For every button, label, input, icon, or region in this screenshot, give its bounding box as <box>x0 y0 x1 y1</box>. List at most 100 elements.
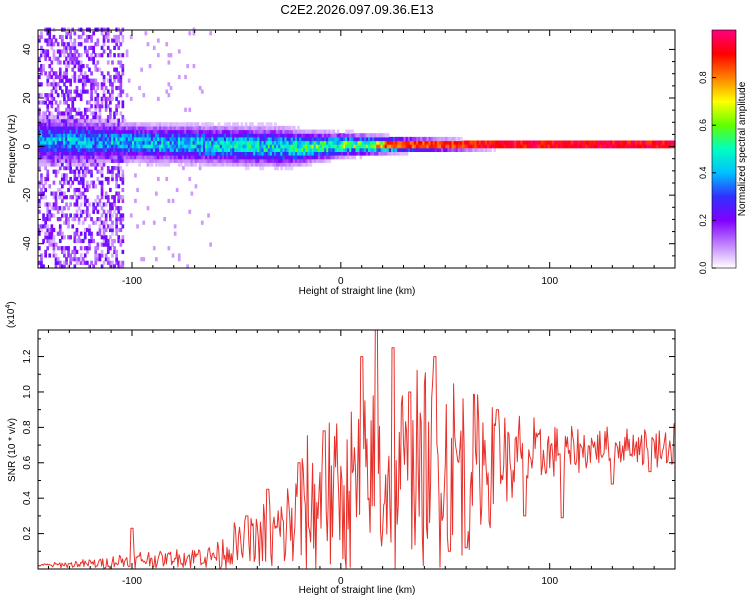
heatmap-cell <box>54 253 58 258</box>
heatmap-cell <box>94 111 98 116</box>
heatmap-cell <box>79 260 83 265</box>
heatmap-cell <box>332 151 336 156</box>
heatmap-cell <box>148 140 152 145</box>
heatmap-cell <box>236 151 240 156</box>
heatmap-cell <box>65 180 68 185</box>
heatmap-cell <box>541 144 544 149</box>
heatmap-cell <box>81 82 85 87</box>
heatmap-cell <box>322 140 325 145</box>
heatmap-cell <box>94 78 98 83</box>
heatmap-cell <box>94 253 98 258</box>
heatmap-cell <box>420 140 423 145</box>
heatmap-cell <box>134 158 137 163</box>
heatmap-cell <box>391 144 394 149</box>
heatmap-cell <box>585 144 588 149</box>
heatmap-cell <box>384 144 388 149</box>
heatmap-cell <box>297 162 300 167</box>
heatmap-cell <box>391 140 394 145</box>
heatmap-cell <box>380 136 384 142</box>
heatmap-cell <box>226 129 229 134</box>
heatmap-cell <box>67 45 70 50</box>
heatmap-cell <box>514 144 517 149</box>
heatmap-cell <box>480 140 484 145</box>
heatmap-cell <box>81 151 85 156</box>
heatmap-cell <box>92 85 95 91</box>
heatmap-cell <box>215 155 219 160</box>
heatmap-cell <box>94 246 98 251</box>
heatmap-cell <box>148 147 152 152</box>
heatmap-cell <box>142 93 146 98</box>
heatmap-cell <box>121 155 125 160</box>
heatmap-cell <box>257 162 260 167</box>
heatmap-cell <box>40 227 43 233</box>
heatmap-cell <box>58 151 62 156</box>
heatmap-cell <box>52 253 56 258</box>
heatmap-cell <box>100 264 104 269</box>
heatmap-cell <box>98 257 102 262</box>
heatmap-cell <box>79 195 83 200</box>
heatmap-cell <box>257 155 260 160</box>
heatmap-cell <box>94 144 98 149</box>
heatmap-cell <box>436 147 440 152</box>
heatmap-cell <box>83 136 87 142</box>
heatmap-cell <box>94 89 98 94</box>
heatmap-cell <box>77 195 81 200</box>
heatmap-cell <box>100 213 104 218</box>
heatmap-cell <box>69 49 72 54</box>
heatmap-cell <box>90 78 93 83</box>
heatmap-cell <box>152 140 156 145</box>
heatmap-cell <box>386 151 390 156</box>
heatmap-cell <box>79 176 83 182</box>
heatmap-cell <box>48 158 52 163</box>
heatmap-cell <box>121 173 125 178</box>
heatmap-cell <box>94 67 98 72</box>
heatmap-cell <box>111 202 114 207</box>
heatmap-cell <box>100 169 104 174</box>
heatmap-cell <box>121 147 125 152</box>
heatmap-cell <box>90 169 93 174</box>
heatmap-cell <box>71 42 75 47</box>
heatmap-cell <box>148 122 152 127</box>
heatmap-cell <box>159 147 162 152</box>
heatmap-cell <box>324 151 327 156</box>
heatmap-cell <box>92 155 95 160</box>
heatmap-cell <box>83 122 87 127</box>
heatmap-cell <box>411 144 415 149</box>
heatmap-cell <box>462 140 465 145</box>
heatmap-cell <box>77 144 81 149</box>
heatmap-cell <box>493 144 496 149</box>
heatmap-cell <box>52 249 56 254</box>
heatmap-cell <box>194 162 198 167</box>
heatmap-cell <box>311 158 315 163</box>
heatmap-cell <box>100 140 104 145</box>
heatmap-cell <box>69 115 72 120</box>
heatmap-cell <box>175 144 179 149</box>
heatmap-cell <box>434 140 438 145</box>
heatmap-cell <box>102 151 106 156</box>
heatmap-cell <box>271 158 275 163</box>
heatmap-cell <box>75 111 79 116</box>
heatmap-cell <box>265 133 269 138</box>
heatmap-cell <box>303 155 306 160</box>
heatmap-cell <box>77 158 81 163</box>
heatmap-cell <box>144 140 148 145</box>
heatmap-cell <box>52 162 56 167</box>
heatmap-cell <box>117 158 121 163</box>
heatmap-cell <box>121 213 125 218</box>
heatmap-cell <box>79 144 83 149</box>
heatmap-cell <box>46 115 50 120</box>
heatmap-cell <box>236 129 240 134</box>
heatmap-cell <box>219 158 223 163</box>
heatmap-cell <box>48 140 52 145</box>
heatmap-cell <box>169 144 173 149</box>
heatmap-cell <box>263 155 267 160</box>
heatmap-cell <box>305 155 308 160</box>
heatmap-cell <box>244 129 248 134</box>
heatmap-cell <box>67 264 70 269</box>
heatmap-cell <box>482 144 486 149</box>
heatmap-cell <box>92 264 95 269</box>
heatmap-cell <box>58 140 62 145</box>
heatmap-cell <box>81 129 85 134</box>
heatmap-cell <box>121 260 125 265</box>
